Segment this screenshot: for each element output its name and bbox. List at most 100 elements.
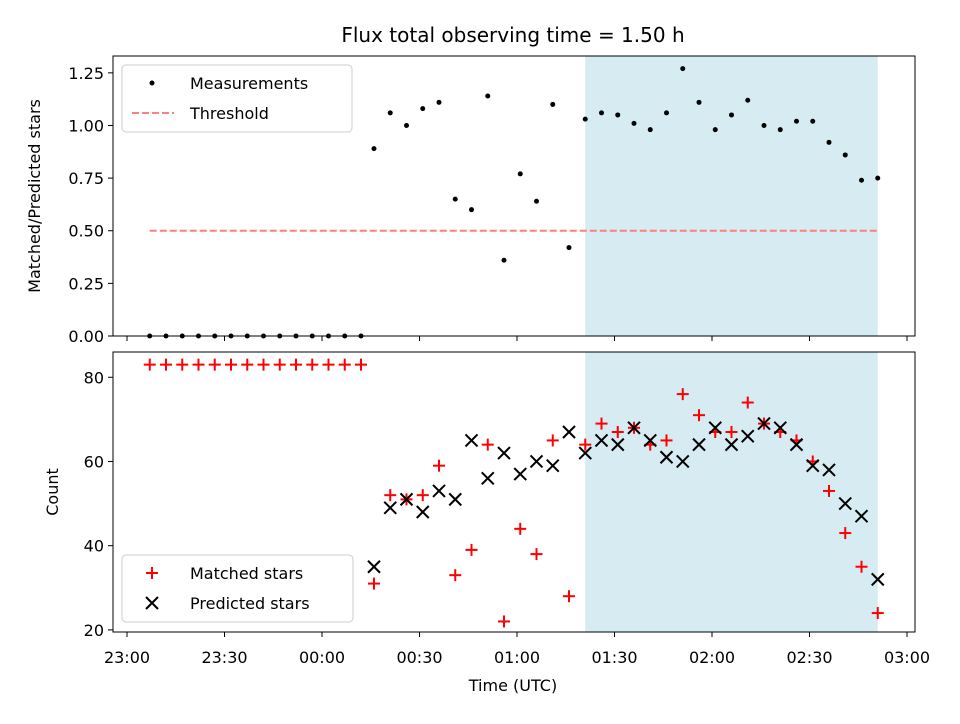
predicted-star-point [432,484,446,498]
matched-star-point [384,489,397,502]
predicted-star-point [643,433,657,448]
x-tick-label: 00:00 [299,648,345,667]
predicted-star-point [708,421,722,435]
matched-star-point [871,607,884,620]
measurement-point [842,152,848,158]
matched-star-point [208,358,221,371]
measurement-point [501,257,507,263]
legend-threshold-label: Threshold [189,104,269,123]
predicted-star-point [481,471,495,486]
measurement-point [566,245,572,251]
matched-star-point [290,358,302,371]
x-tick-label: 01:30 [591,648,637,667]
y-tick-label: 0.25 [68,274,104,293]
x-axis-label: Time (UTC) [468,676,557,695]
x-tick-label: 23:30 [201,648,247,667]
predicted-star-point [399,492,414,507]
chart-title: Flux total observing time = 1.50 h [341,23,684,47]
predicted-star-point [627,421,641,435]
y-tick-label: 1.00 [68,116,104,135]
y-tick-label: 60 [84,452,104,471]
predicted-star-point [789,437,804,452]
observing-window-shade [585,352,878,632]
measurement-point [534,198,539,204]
predicted-star-point [659,450,674,464]
matched-star-point [176,358,189,371]
predicted-star-point [562,425,576,439]
measurement-point [826,139,832,145]
measurement-point [810,118,816,124]
measurement-point [696,99,702,105]
measurement-point [387,110,393,116]
observing-window-shade [585,56,878,336]
measurement-point [599,110,604,116]
x-tick-label: 02:00 [689,648,735,667]
matched-star-point [481,438,494,451]
matched-star-point [514,522,527,535]
bottom-plot-frame [112,351,916,633]
predicted-star-point [448,492,462,507]
top-y-axis-label: Matched/Predicted stars [25,99,44,293]
top-plot-frame [112,55,916,337]
predicted-star-point [676,454,690,469]
matched-star-point [160,358,172,371]
legend-matched-label: Matched stars [190,564,303,583]
predicted-star-point [416,505,430,519]
x-tick-label: 03:00 [884,648,930,667]
matched-star-point [498,615,510,628]
bottom-legend: Matched stars Predicted stars [121,554,354,623]
predicted-star-point [546,458,560,473]
predicted-star-point [822,463,836,477]
matched-star-point [839,527,852,540]
predicted-star-point [757,416,771,431]
predicted-star-point [724,437,739,452]
predicted-star-point [578,446,592,460]
measurement-point [745,97,751,103]
bottom-y-axis-label: Count [43,468,62,516]
measurement-point [517,171,523,177]
measurement-point [761,122,767,128]
y-tick-label: 20 [84,621,104,640]
matched-star-point [241,358,254,371]
predicted-star-point [367,560,381,574]
matched-star-point [579,438,592,451]
matched-star-point [433,459,445,472]
legend-measurements-label: Measurements [190,74,308,93]
measurement-point [875,175,881,181]
predicted-star-point [497,446,511,460]
predicted-star-point [806,458,820,473]
predicted-star-point [464,433,479,448]
predicted-star-point [871,572,885,587]
matched-star-point [322,358,335,371]
matched-star-point [530,548,543,561]
legend-predicted-label: Predicted stars [190,594,310,613]
measurement-point [777,127,783,133]
matched-star-point [192,358,205,371]
matched-star-point [660,434,673,447]
measurement-point [469,207,474,213]
matched-star-point [257,358,270,371]
x-tick-label: 01:00 [494,648,540,667]
y-tick-label: 0.75 [68,169,104,188]
measurement-point [420,106,426,112]
measurement-point [485,93,491,99]
matched-star-point [449,569,462,582]
measurement-point [436,99,442,105]
predicted-star-point [741,429,755,443]
legend-matched-marker [146,567,158,579]
measurement-point [729,112,734,118]
legend-measurements-marker [149,80,155,86]
predicted-star-point [513,467,527,481]
matched-star-point [338,358,351,371]
measurement-point [452,196,458,202]
matched-star-point [855,560,868,573]
measurement-point [550,101,556,107]
x-tick-label: 02:30 [786,648,832,667]
matched-star-point [611,426,624,438]
measurement-point [631,120,637,126]
measurement-point [647,127,653,133]
matched-star-point [143,358,156,371]
predicted-star-point [854,509,869,523]
bottom-panel: 20 40 60 80 23:00 23:30 00:00 00:30 01:00 01:30 0… [43,351,930,695]
